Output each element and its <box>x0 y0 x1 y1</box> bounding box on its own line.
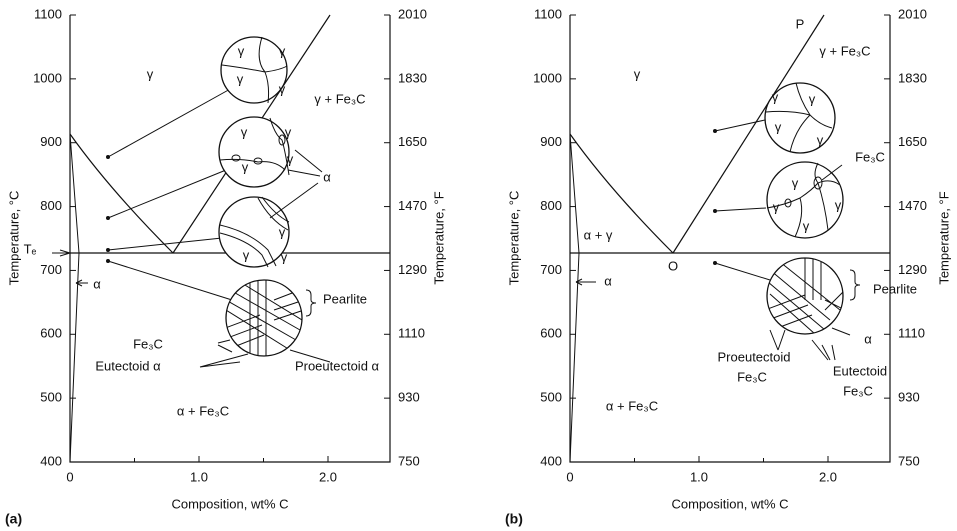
y-tick-label: 900 <box>40 134 62 149</box>
annotation: O <box>668 258 678 273</box>
y2-tick-label: 750 <box>398 453 420 468</box>
panel-label: (b) <box>505 511 523 527</box>
annotation: γ <box>237 71 244 86</box>
annotation: α + Fe₃C <box>606 398 658 413</box>
y2-tick-label: 1290 <box>398 262 427 277</box>
annotation: γ <box>279 43 286 58</box>
y2-tick-label: 930 <box>398 390 420 405</box>
x-tick-label: 2.0 <box>819 469 837 484</box>
annotation: α <box>864 331 872 346</box>
annotation: Fe₃C <box>133 336 163 351</box>
annotation: α <box>604 273 612 288</box>
x-tick-label: 1.0 <box>190 469 208 484</box>
y-tick-label: 1100 <box>534 6 562 21</box>
annotation: α + γ <box>584 227 613 242</box>
y-tick-label: 400 <box>540 453 562 468</box>
annotation: γ <box>279 224 286 239</box>
annotation: α + Fe₃C <box>177 403 229 418</box>
annotation: γ <box>835 197 842 212</box>
y2-tick-label: 1110 <box>898 326 925 341</box>
panel-b-lines <box>569 14 891 463</box>
annotation: γ <box>285 124 292 139</box>
annotation: P <box>796 16 805 31</box>
y-tick-label: 500 <box>540 390 562 405</box>
y2-tick-label: 1470 <box>398 198 427 213</box>
y-axis-title: Temperature, °C <box>6 191 21 286</box>
y2-tick-label: 1470 <box>898 198 927 213</box>
y-tick-label: 1000 <box>533 70 562 85</box>
y2-tick-label: 1290 <box>898 262 927 277</box>
y2-axis-title: Temperature, °F <box>936 191 951 284</box>
y-tick-label: 1100 <box>34 6 62 21</box>
x-tick-label: 1.0 <box>690 469 708 484</box>
annotation: γ <box>279 81 286 96</box>
y2-tick-label: 2010 <box>898 6 927 21</box>
y-tick-label: 500 <box>40 390 62 405</box>
annotation: Fe₃C <box>737 369 767 384</box>
annotation: γ <box>287 151 294 166</box>
annotation: α <box>93 276 101 291</box>
y-tick-label: 700 <box>540 262 562 277</box>
annotation: Eutectoid α <box>95 358 161 373</box>
y-tick-label: 400 <box>40 453 62 468</box>
annotation: γ <box>147 66 154 81</box>
annotation: Fe₃C <box>843 383 873 398</box>
annotation: Pearlite <box>323 291 367 306</box>
annotation: γ <box>281 249 288 264</box>
y2-tick-label: 1110 <box>398 326 425 341</box>
annotation: γ <box>792 175 799 190</box>
annotation: γ <box>773 199 780 214</box>
y-tick-label: 800 <box>540 198 562 213</box>
annotation: γ <box>241 124 248 139</box>
annotation: γ + Fe₃C <box>819 43 870 58</box>
x-axis-title: Composition, wt% C <box>671 496 788 511</box>
panel-label: (a) <box>5 511 22 527</box>
annotation: γ <box>772 89 779 104</box>
annotation: Pearlite <box>873 281 917 296</box>
x-axis-title: Composition, wt% C <box>171 496 288 511</box>
y-tick-label: 600 <box>40 326 62 341</box>
y2-tick-label: 750 <box>898 453 920 468</box>
annotation: Eutectoid <box>833 363 887 378</box>
y-axis-title: Temperature, °C <box>506 191 521 286</box>
annotation: Fe₃C <box>855 149 885 164</box>
y2-tick-label: 930 <box>898 390 920 405</box>
annotation: γ <box>809 91 816 106</box>
panel-a-lines <box>52 14 391 463</box>
y2-tick-label: 1650 <box>398 134 427 149</box>
y-tick-label: 900 <box>540 134 562 149</box>
y-tick-label: 700 <box>40 262 62 277</box>
annotation: γ <box>243 247 250 262</box>
x-tick-label: 2.0 <box>319 469 337 484</box>
annotation: α <box>323 169 331 184</box>
annotation: Tₑ <box>24 241 37 256</box>
x-tick-label: 0 <box>66 469 73 484</box>
y2-axis-title: Temperature, °F <box>431 191 446 284</box>
x-tick-label: 0 <box>566 469 573 484</box>
y-tick-label: 1000 <box>33 70 62 85</box>
y-tick-label: 800 <box>40 198 62 213</box>
y2-tick-label: 1830 <box>898 70 927 85</box>
annotation: γ <box>803 218 810 233</box>
y2-tick-label: 1830 <box>398 70 427 85</box>
annotation: Proeutectoid α <box>295 358 380 373</box>
annotation: γ <box>238 43 245 58</box>
annotation: γ <box>242 159 249 174</box>
y-tick-label: 600 <box>540 326 562 341</box>
annotation: γ <box>634 66 641 81</box>
annotation: γ <box>817 132 824 147</box>
annotation: γ <box>775 119 782 134</box>
y2-tick-label: 1650 <box>898 134 927 149</box>
annotation: γ + Fe₃C <box>314 91 365 106</box>
y2-tick-label: 2010 <box>398 6 427 21</box>
annotation: Proeutectoid <box>718 349 791 364</box>
